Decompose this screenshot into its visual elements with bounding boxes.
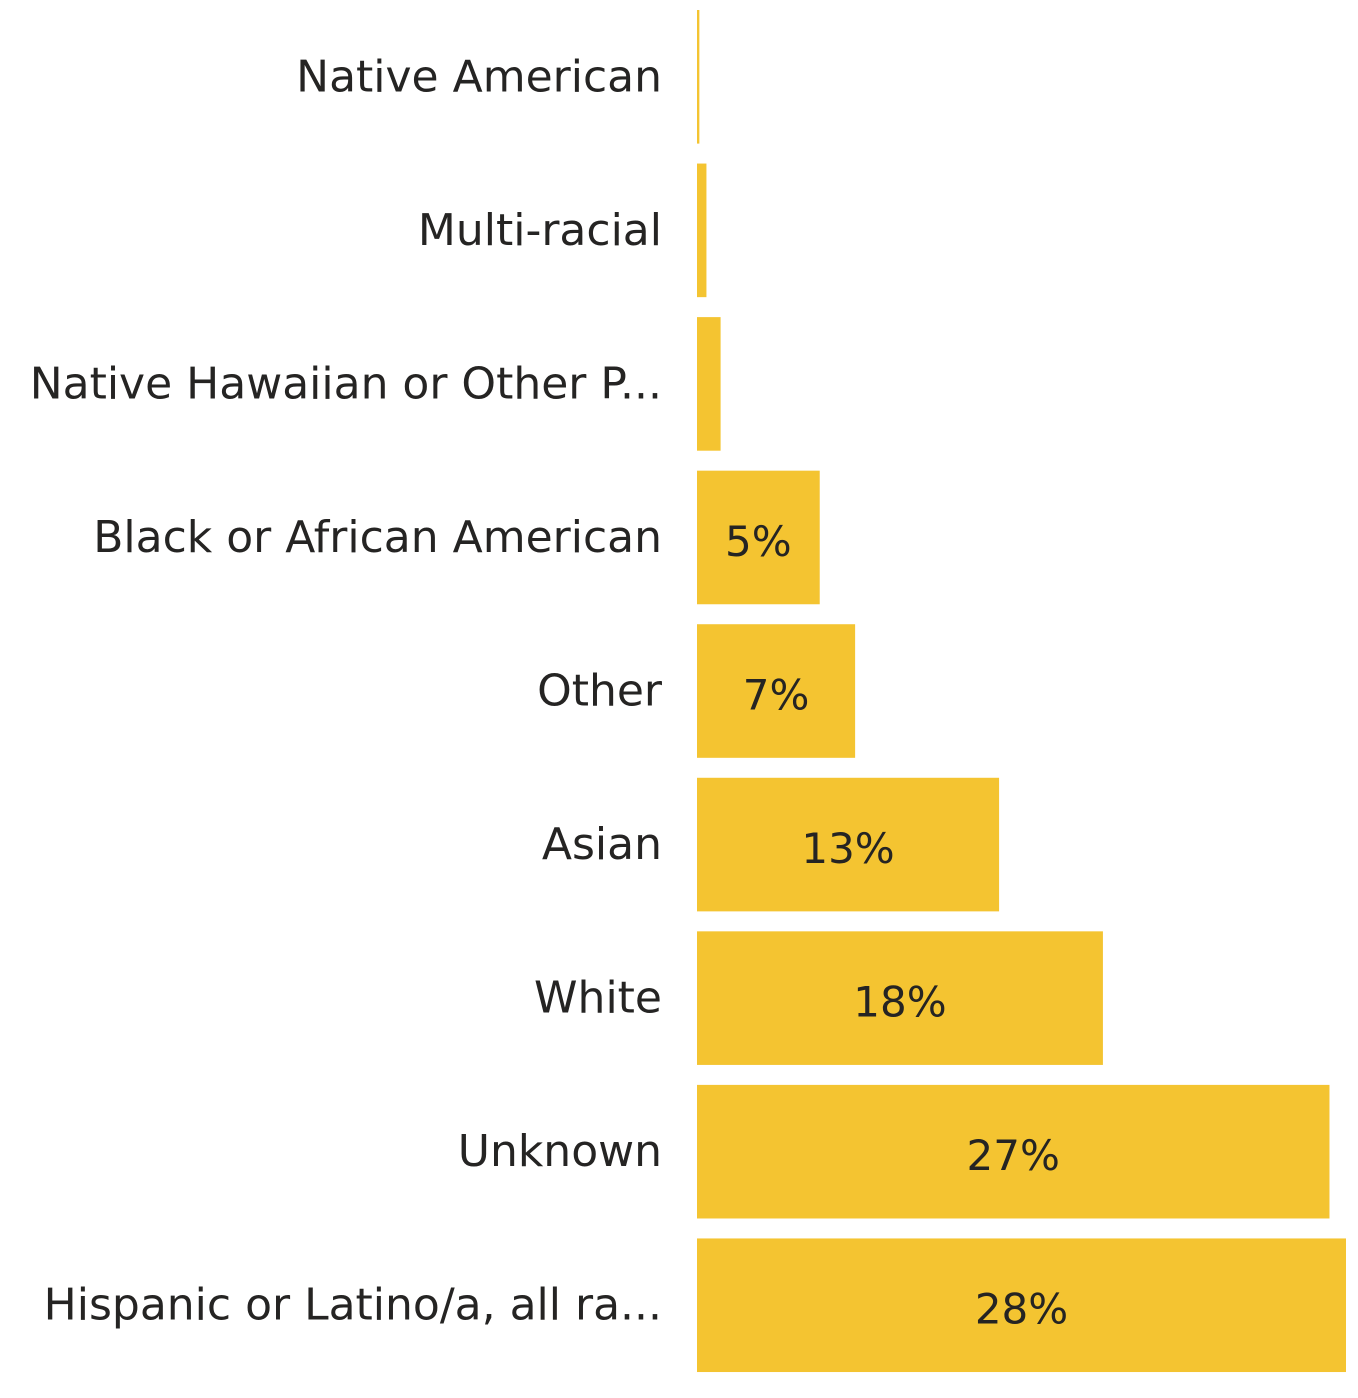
data-labels-layer: 5% 7% 13% 18% 27% 28% [725, 517, 1068, 1334]
bar-native-american[interactable] [697, 10, 700, 144]
bar-multi-racial[interactable] [697, 163, 707, 298]
bar-asian[interactable] [697, 777, 1000, 912]
data-label-hispanic-or-latino-a-all-ra: 28% [975, 1285, 1068, 1334]
bar-white[interactable] [697, 931, 1103, 1065]
bars-layer [697, 10, 1346, 1373]
category-label-asian: Asian [542, 819, 662, 870]
category-label-other: Other [537, 666, 663, 717]
category-label-hispanic-or-latino-a-all-ra: Hispanic or Latino/a, all ra... [44, 1280, 662, 1331]
category-label-unknown: Unknown [458, 1126, 662, 1177]
category-label-native-american: Native American [296, 51, 662, 102]
data-label-other: 7% [743, 671, 810, 720]
data-label-white: 18% [853, 978, 946, 1027]
category-labels-layer: Native American Multi-racial Native Hawaii… [30, 51, 663, 1330]
bar-unknown[interactable] [697, 1084, 1330, 1219]
data-label-asian: 13% [801, 824, 894, 873]
bar-native-hawaiian-or-other-p[interactable] [697, 317, 721, 451]
data-label-unknown: 27% [967, 1131, 1060, 1180]
category-label-native-hawaiian-or-other-p: Native Hawaiian or Other P... [30, 358, 662, 409]
bar-hispanic-or-latino-a-all-ra[interactable] [697, 1238, 1346, 1373]
bar-other[interactable] [697, 624, 856, 758]
category-label-white: White [534, 973, 662, 1024]
bar-black-or-african-american[interactable] [697, 470, 820, 605]
category-label-multi-racial: Multi-racial [418, 205, 662, 256]
data-label-black-or-african-american: 5% [725, 517, 792, 566]
category-label-black-or-african-american: Black or African American [93, 512, 662, 563]
